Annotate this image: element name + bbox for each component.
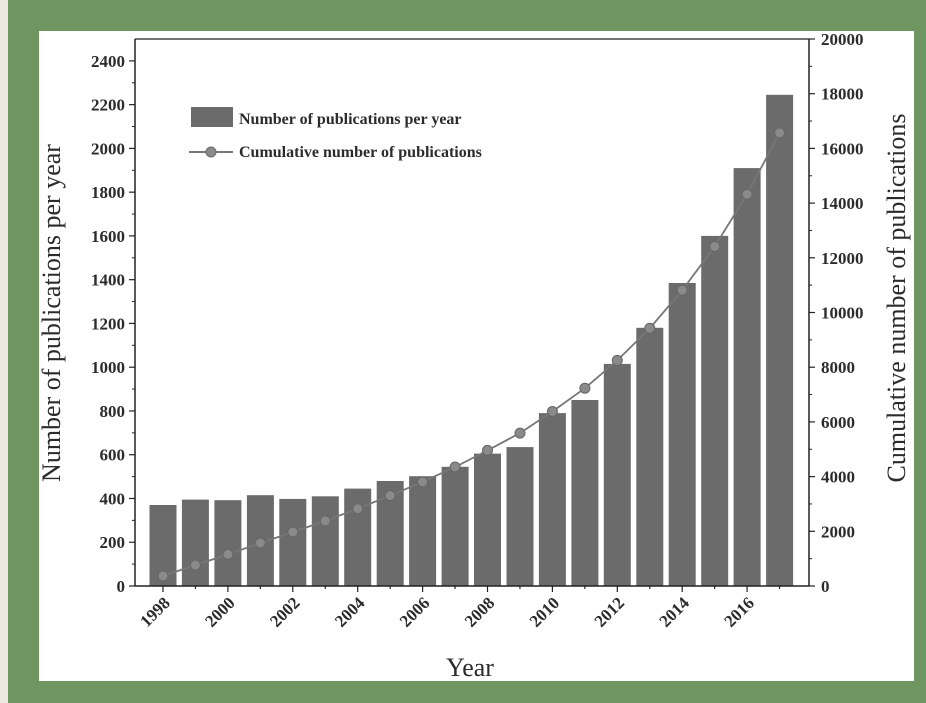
cumulative-point-2015 [709, 241, 721, 252]
x-tick-label-2000: 2000 [201, 593, 238, 630]
cumulative-point-2004 [352, 503, 364, 515]
y-tick-label-1800: 1800 [91, 183, 125, 202]
x-tick-label-2004: 2004 [331, 593, 369, 631]
cumulative-point-2001 [254, 537, 266, 549]
cumulative-point-2007 [449, 461, 461, 473]
y2-tick-label-10000: 10000 [821, 304, 864, 323]
y-tick-label-1200: 1200 [91, 314, 125, 333]
x-tick-label-2016: 2016 [720, 593, 757, 630]
legend-bar-swatch [191, 107, 233, 127]
y-tick-label-0: 0 [117, 577, 126, 596]
bar-2002 [279, 498, 307, 586]
x-tick-label-2010: 2010 [526, 593, 563, 630]
bar-2016 [733, 168, 761, 586]
bar-2006 [409, 476, 437, 586]
bar-2008 [474, 453, 501, 586]
cumulative-point-2005 [384, 490, 396, 502]
cumulative-point-2006 [417, 476, 429, 488]
cumulative-line-group [157, 127, 786, 582]
bar-2000 [214, 500, 242, 586]
y-tick-label-400: 400 [100, 489, 126, 508]
cumulative-point-2012 [611, 354, 623, 366]
x-tick-label-2008: 2008 [461, 593, 498, 630]
bar-2011 [571, 400, 599, 586]
y-tick-label-200: 200 [100, 533, 126, 552]
cumulative-point-2014 [676, 284, 688, 296]
bar-2017 [766, 94, 794, 587]
y-axis-label: Number of publications per year [39, 144, 66, 482]
cumulative-point-2010 [546, 406, 558, 417]
bar-2007 [441, 466, 469, 586]
y-tick-label-800: 800 [100, 402, 126, 421]
figure-frame: 0 200 400 600 800 1000 1200 1400 1600 1800 2000 220… [8, 0, 926, 703]
cumulative-point-2016 [741, 188, 753, 200]
cumulative-point-2009 [514, 427, 526, 439]
y2-tick-label-4000: 4000 [821, 468, 855, 487]
legend: Number of publications per year Cumulati… [189, 107, 482, 161]
cumulative-point-2008 [482, 444, 493, 456]
y2-tick-label-14000: 14000 [821, 194, 864, 213]
cumulative-point-2003 [319, 515, 331, 527]
legend-bar-label: Number of publications per year [239, 111, 462, 128]
cumulative-point-2002 [287, 526, 299, 538]
bar-2014 [668, 283, 696, 586]
cumulative-line [162, 132, 781, 577]
x-tick-label-2002: 2002 [266, 593, 303, 630]
y-tick-label-1400: 1400 [91, 271, 125, 290]
bar-2010 [538, 413, 566, 586]
bars-group [149, 94, 794, 587]
y2-tick-label-2000: 2000 [821, 522, 855, 541]
chart: 0 200 400 600 800 1000 1200 1400 1600 1800 2000 220… [37, 30, 911, 682]
bar-2003 [311, 496, 339, 586]
y2-tick-label-0: 0 [821, 577, 830, 596]
bar-2013 [636, 327, 664, 586]
bar-2015 [701, 235, 729, 586]
y2-axis-label: Cumulative number of publications [882, 114, 911, 483]
cumulative-point-2017 [774, 127, 786, 139]
x-axis-label: Year [446, 653, 494, 681]
cumulative-point-2013 [644, 322, 656, 334]
x-tick-label-2014: 2014 [656, 593, 694, 631]
chart-panel: 0 200 400 600 800 1000 1200 1400 1600 1800 2000 220… [37, 30, 914, 682]
y2-tick-label-20000: 20000 [821, 31, 864, 49]
y2-tick-label-6000: 6000 [821, 413, 855, 432]
y2-tick-label-18000: 18000 [821, 85, 864, 104]
legend-line-marker [205, 146, 217, 158]
y-tick-label-2000: 2000 [91, 139, 125, 158]
cumulative-point-1998 [157, 570, 169, 582]
x-tick-label-2012: 2012 [591, 593, 628, 630]
y-tick-label-2200: 2200 [91, 96, 125, 115]
y2-tick-label-16000: 16000 [821, 139, 864, 158]
cumulative-point-2011 [579, 382, 591, 394]
x-tick-label-1998: 1998 [136, 593, 173, 630]
bar-1999 [181, 499, 209, 586]
y2-tick-label-12000: 12000 [821, 249, 864, 268]
legend-line-label: Cumulative number of publications [239, 144, 482, 161]
bar-2012 [603, 363, 631, 586]
cumulative-point-1999 [189, 559, 201, 571]
y2-tick-label-8000: 8000 [821, 358, 855, 377]
y-tick-label-1000: 1000 [91, 358, 125, 377]
cumulative-point-2000 [222, 548, 234, 560]
x-tick-label-2006: 2006 [396, 593, 433, 630]
bar-2009 [506, 447, 534, 586]
y-tick-label-1600: 1600 [91, 227, 125, 246]
y-tick-label-2400: 2400 [91, 52, 125, 71]
y-tick-label-600: 600 [100, 446, 126, 465]
